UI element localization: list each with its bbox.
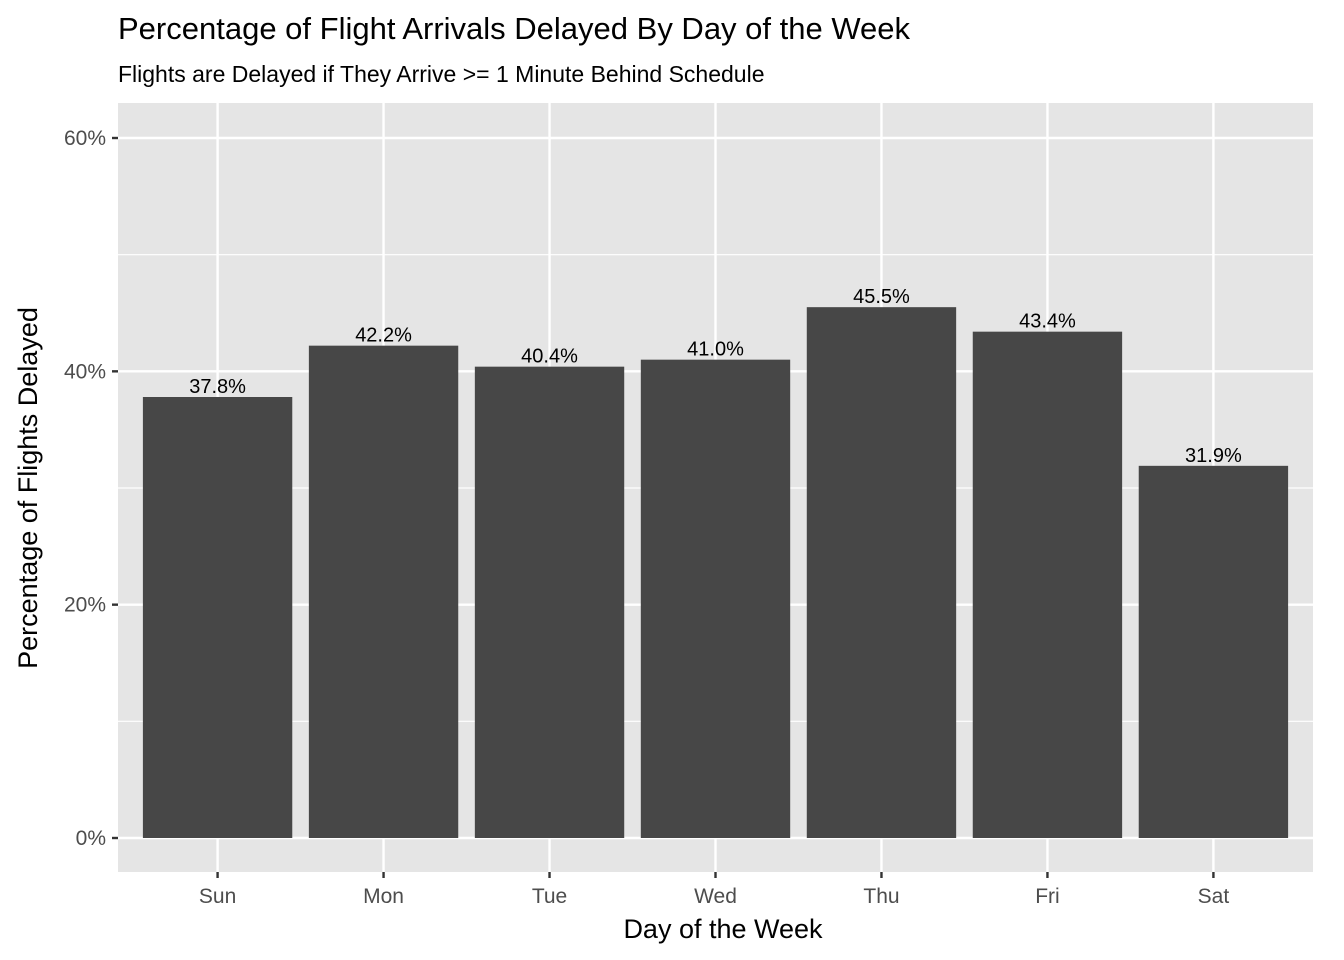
x-axis-title: Day of the Week (623, 914, 823, 944)
bars (142, 307, 1289, 839)
x-tick-label-wed: Wed (694, 885, 737, 908)
x-axis: Sun Mon Tue Wed Thu Fri Sat (199, 872, 1229, 908)
x-tick-label-tue: Tue (532, 885, 567, 908)
y-tick-label: 40% (64, 360, 106, 383)
bar-sat (1138, 465, 1289, 838)
bar-mon (308, 345, 459, 838)
y-axis-title: Percentage of Flights Delayed (13, 307, 43, 669)
data-label-thu: 45.5% (853, 286, 910, 308)
bar-thu (806, 307, 957, 839)
y-tick-label: 20% (64, 594, 106, 617)
data-label-fri: 43.4% (1019, 311, 1076, 333)
x-tick-label-sun: Sun (199, 885, 236, 908)
data-label-tue: 40.4% (521, 346, 578, 368)
y-axis: 0% 20% 40% 60% (64, 127, 118, 850)
data-label-sat: 31.9% (1185, 445, 1242, 467)
x-tick-label-thu: Thu (863, 885, 899, 908)
bar-fri (972, 331, 1123, 838)
x-tick-label-fri: Fri (1035, 885, 1060, 908)
x-tick-label-mon: Mon (363, 885, 404, 908)
data-label-sun: 37.8% (189, 376, 246, 398)
bar-sun (142, 397, 293, 838)
data-label-mon: 42.2% (355, 325, 412, 347)
bar-wed (640, 359, 791, 838)
bar-tue (474, 366, 625, 838)
data-labels: 37.8% 42.2% 40.4% 41.0% 45.5% 43.4% 31.9% (189, 286, 1242, 467)
data-label-wed: 41.0% (687, 339, 744, 361)
x-tick-label-sat: Sat (1198, 885, 1230, 908)
chart-subtitle: Flights are Delayed if They Arrive >= 1 … (118, 61, 765, 87)
y-tick-label: 0% (76, 827, 106, 850)
chart-title: Percentage of Flight Arrivals Delayed By… (118, 11, 911, 46)
y-tick-label: 60% (64, 127, 106, 150)
